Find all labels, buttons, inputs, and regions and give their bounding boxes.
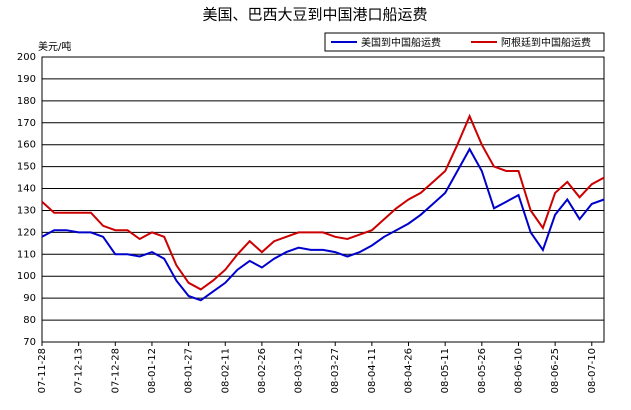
x-tick-label: 08-07-10	[587, 348, 598, 393]
y-tick-label: 130	[17, 205, 36, 216]
x-tick-label: 08-05-26	[477, 348, 488, 393]
x-tick-label: 08-06-25	[550, 348, 561, 393]
x-tick-label: 08-02-26	[257, 348, 268, 393]
y-tick-label: 110	[17, 249, 36, 260]
x-tick-label: 08-04-11	[367, 348, 378, 393]
y-tick-label: 190	[17, 74, 36, 85]
x-tick-label: 08-05-11	[440, 348, 451, 393]
y-tick-label: 160	[17, 140, 36, 151]
series-line	[41, 113, 605, 291]
y-tick-label: 150	[17, 162, 36, 173]
chart-title: 美国、巴西大豆到中国港口船运费	[202, 6, 427, 24]
y-tick-label: 140	[17, 184, 36, 195]
legend-label: 阿根廷到中国船运费	[501, 36, 591, 49]
y-tick-label: 200	[17, 52, 36, 63]
y-axis-title: 美元/吨	[38, 40, 71, 53]
x-tick-label: 08-04-26	[404, 348, 415, 393]
y-tick-label: 180	[17, 96, 36, 107]
y-tick-label: 120	[17, 227, 36, 238]
x-tick-label: 08-02-11	[220, 348, 231, 393]
y-tick-label: 100	[17, 271, 36, 282]
x-tick-label: 07-12-28	[110, 348, 121, 393]
x-tick-label: 08-06-10	[513, 348, 524, 393]
x-tick-label: 07-12-13	[74, 348, 85, 393]
legend-box	[324, 32, 605, 52]
y-tick-label: 70	[23, 337, 36, 348]
x-tick-label: 08-03-12	[294, 348, 305, 393]
y-tick-label: 80	[23, 315, 36, 326]
x-tick-label: 08-01-12	[147, 348, 158, 393]
y-tick-label: 170	[17, 118, 36, 129]
x-tick-label: 07-11-28	[37, 348, 48, 393]
x-tick-label: 08-01-27	[184, 348, 195, 393]
legend-label: 美国到中国船运费	[361, 36, 441, 49]
y-tick-label: 90	[23, 293, 36, 304]
series-line	[41, 147, 605, 302]
x-tick-label: 08-03-27	[330, 348, 341, 393]
